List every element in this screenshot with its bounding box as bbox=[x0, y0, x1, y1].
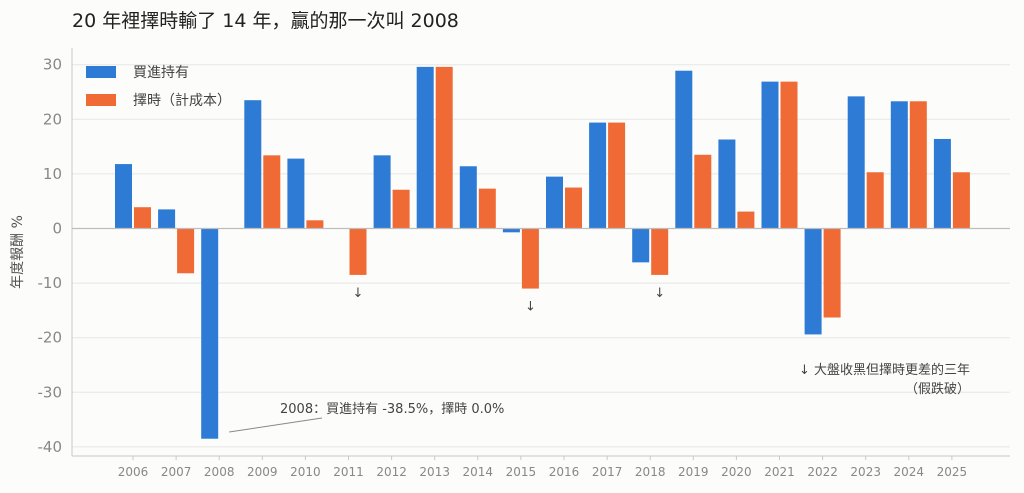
bar-timing-2024 bbox=[909, 101, 927, 229]
legend-label: 擇時（計成本） bbox=[133, 93, 231, 109]
legend-label: 買進持有 bbox=[133, 65, 189, 81]
bar-timing-2022 bbox=[823, 228, 841, 318]
bar-timing-2013 bbox=[435, 66, 453, 229]
bar-buyhold-2010 bbox=[287, 158, 305, 229]
y-tick-label: -20 bbox=[38, 329, 63, 347]
x-tick-label: 2024 bbox=[894, 465, 925, 479]
bar-buyhold-2012 bbox=[373, 155, 391, 229]
bar-timing-2009 bbox=[263, 155, 281, 229]
legend-swatch bbox=[86, 66, 116, 78]
bar-buyhold-2018 bbox=[632, 228, 650, 263]
bar-timing-2010 bbox=[306, 220, 324, 229]
bar-timing-2006 bbox=[134, 207, 151, 229]
bar-buyhold-2006 bbox=[115, 164, 132, 229]
x-tick-label: 2007 bbox=[161, 465, 192, 479]
bar-buyhold-2020 bbox=[718, 139, 736, 229]
legend-swatch bbox=[86, 94, 116, 106]
chart-title: 20 年裡擇時輸了 14 年，贏的那一次叫 2008 bbox=[72, 10, 459, 32]
x-tick-label: 2019 bbox=[678, 465, 709, 479]
bar-buyhold-2009 bbox=[244, 100, 262, 229]
bar-timing-2007 bbox=[177, 228, 195, 274]
y-tick-label: -10 bbox=[38, 274, 63, 292]
bar-buyhold-2023 bbox=[847, 96, 865, 229]
bar-buyhold-2022 bbox=[804, 228, 822, 335]
x-tick-label: 2010 bbox=[290, 465, 321, 479]
x-tick-label: 2011 bbox=[333, 465, 364, 479]
x-tick-label: 2025 bbox=[937, 465, 968, 479]
x-tick-label: 2017 bbox=[592, 465, 623, 479]
annotation-false-breakdown-sub: （假跌破） bbox=[905, 381, 970, 397]
y-axis-label: 年度報酬 % bbox=[10, 215, 26, 289]
bar-timing-2025 bbox=[952, 172, 970, 229]
x-tick-label: 2009 bbox=[247, 465, 278, 479]
annotation-leader-line bbox=[229, 417, 323, 433]
y-tick-label: 30 bbox=[43, 56, 62, 74]
bar-timing-2016 bbox=[565, 187, 582, 229]
bar-buyhold-2024 bbox=[890, 101, 908, 229]
bar-timing-2021 bbox=[780, 81, 798, 229]
bar-buyhold-2015 bbox=[502, 228, 520, 233]
x-tick-label: 2022 bbox=[807, 465, 838, 479]
x-tick-label: 2012 bbox=[376, 465, 407, 479]
x-tick-label: 2020 bbox=[721, 465, 752, 479]
bar-timing-2018 bbox=[651, 228, 669, 275]
bar-buyhold-2008 bbox=[201, 228, 219, 439]
x-tick-label: 2006 bbox=[118, 465, 149, 479]
x-tick-label: 2018 bbox=[635, 465, 666, 479]
bar-buyhold-2007 bbox=[158, 209, 176, 229]
bar-buyhold-2017 bbox=[589, 122, 607, 229]
bar-timing-2017 bbox=[608, 122, 626, 229]
x-tick-label: 2013 bbox=[419, 465, 450, 479]
x-tick-label: 2016 bbox=[549, 465, 580, 479]
annotation-arrow: ↓ bbox=[353, 286, 364, 301]
bar-buyhold-2019 bbox=[675, 70, 693, 229]
bar-timing-2019 bbox=[694, 154, 712, 229]
annotation-arrow: ↓ bbox=[654, 286, 665, 301]
bar-timing-2015 bbox=[521, 228, 539, 289]
x-tick-label: 2021 bbox=[764, 465, 795, 479]
bar-buyhold-2016 bbox=[546, 176, 563, 229]
x-tick-label: 2015 bbox=[506, 465, 537, 479]
bar-timing-2014 bbox=[478, 188, 496, 229]
y-tick-label: -40 bbox=[38, 438, 63, 456]
bar-buyhold-2021 bbox=[761, 81, 779, 229]
bar-buyhold-2013 bbox=[416, 66, 434, 229]
y-tick-label: 20 bbox=[43, 110, 62, 128]
annotation-2008: 2008：買進持有 -38.5%，擇時 0.0% bbox=[280, 401, 504, 417]
bar-buyhold-2014 bbox=[459, 166, 477, 229]
bar-timing-2023 bbox=[866, 172, 884, 229]
x-tick-label: 2023 bbox=[850, 465, 881, 479]
x-tick-label: 2008 bbox=[204, 465, 235, 479]
y-tick-label: -30 bbox=[38, 383, 63, 401]
y-tick-label: 0 bbox=[52, 220, 62, 238]
bar-timing-2020 bbox=[737, 211, 755, 229]
bar-timing-2011 bbox=[349, 228, 367, 275]
annotation-arrow: ↓ bbox=[525, 300, 536, 315]
bar-buyhold-2025 bbox=[933, 138, 951, 229]
annotation-false-breakdown: ↓ 大盤收黑但擇時更差的三年 bbox=[799, 362, 970, 378]
y-tick-label: 10 bbox=[43, 165, 62, 183]
x-tick-label: 2014 bbox=[463, 465, 494, 479]
bar-timing-2012 bbox=[392, 189, 410, 229]
